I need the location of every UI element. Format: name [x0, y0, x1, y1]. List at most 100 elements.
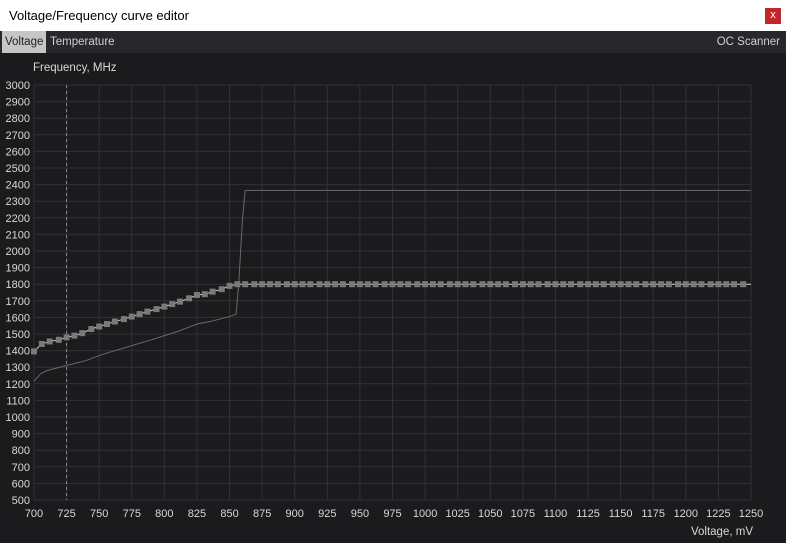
curve-point[interactable] — [266, 281, 273, 288]
curve-point[interactable] — [625, 281, 632, 288]
curve-point[interactable] — [740, 281, 747, 288]
curve-point[interactable] — [487, 281, 494, 288]
curve-point[interactable] — [577, 281, 584, 288]
curve-point[interactable] — [462, 281, 469, 288]
curve-point[interactable] — [585, 281, 592, 288]
curve-point[interactable] — [339, 281, 346, 288]
curve-point[interactable] — [364, 281, 371, 288]
curve-point[interactable] — [55, 336, 62, 343]
curve-point[interactable] — [397, 281, 404, 288]
curve-point[interactable] — [177, 298, 184, 305]
curve-point[interactable] — [674, 281, 681, 288]
curve-point[interactable] — [307, 281, 314, 288]
curve-point[interactable] — [153, 306, 160, 313]
curve-point[interactable] — [31, 348, 37, 355]
curve-point[interactable] — [96, 323, 103, 330]
curve-point[interactable] — [372, 281, 379, 288]
curve-point[interactable] — [731, 281, 738, 288]
curve-point[interactable] — [128, 313, 135, 320]
curve-point[interactable] — [349, 281, 356, 288]
curve-point[interactable] — [186, 295, 193, 302]
curve-point[interactable] — [552, 281, 559, 288]
curve-point[interactable] — [332, 281, 339, 288]
curve-point[interactable] — [38, 340, 45, 347]
curve-point[interactable] — [707, 281, 714, 288]
curve-point[interactable] — [251, 281, 258, 288]
curve-point[interactable] — [470, 281, 477, 288]
curve-point[interactable] — [682, 281, 689, 288]
curve-point[interactable] — [617, 281, 624, 288]
curve-point[interactable] — [437, 281, 444, 288]
curve-point[interactable] — [291, 281, 298, 288]
curve-point[interactable] — [633, 281, 640, 288]
tab-temperature[interactable]: Temperature — [50, 36, 115, 48]
curve-point[interactable] — [405, 281, 412, 288]
curve-point[interactable] — [274, 281, 281, 288]
curve-point[interactable] — [356, 281, 363, 288]
curve-point[interactable] — [454, 281, 461, 288]
close-button[interactable]: x — [765, 8, 781, 24]
curve-point[interactable] — [111, 318, 118, 325]
x-tick-label: 725 — [57, 508, 75, 520]
curve-point[interactable] — [104, 321, 111, 328]
curve-point[interactable] — [600, 281, 607, 288]
curve-point[interactable] — [414, 281, 421, 288]
curve-point[interactable] — [715, 281, 722, 288]
curve-point[interactable] — [218, 286, 225, 293]
tab-voltage[interactable]: Voltage — [2, 31, 47, 53]
curve-point[interactable] — [609, 281, 616, 288]
curve-point[interactable] — [259, 281, 266, 288]
vf-curve-chart[interactable]: 700 725 750 775 800 825 850 875 900 925 950 975 1000… — [0, 53, 786, 543]
curve-point[interactable] — [381, 281, 388, 288]
curve-point[interactable] — [568, 281, 575, 288]
curve-point[interactable] — [234, 281, 241, 288]
curve-point[interactable] — [446, 281, 453, 288]
curve-point[interactable] — [495, 281, 502, 288]
curve-point[interactable] — [46, 338, 53, 345]
curve-point[interactable] — [201, 291, 208, 298]
curve-point[interactable] — [209, 288, 216, 295]
curve-point[interactable] — [527, 281, 534, 288]
x-tick-label: 1075 — [511, 508, 535, 520]
curve-point[interactable] — [63, 334, 70, 341]
curve-point[interactable] — [658, 281, 665, 288]
curve-point[interactable] — [193, 291, 200, 298]
curve-point[interactable] — [299, 281, 306, 288]
curve-point[interactable] — [650, 281, 657, 288]
curve-point[interactable] — [422, 281, 429, 288]
curve-point[interactable] — [479, 281, 486, 288]
curve-point[interactable] — [665, 281, 672, 288]
curve-point[interactable] — [161, 303, 168, 310]
curve-point[interactable] — [723, 281, 730, 288]
curve-point[interactable] — [136, 311, 143, 318]
curve-point[interactable] — [502, 281, 509, 288]
curve-point[interactable] — [71, 332, 78, 339]
curve-point[interactable] — [592, 281, 599, 288]
curve-point[interactable] — [690, 281, 697, 288]
y-tick-label: 1800 — [6, 279, 30, 291]
y-tick-label: 2900 — [6, 97, 30, 109]
curve-point[interactable] — [226, 282, 233, 289]
curve-point[interactable] — [324, 281, 331, 288]
curve-point[interactable] — [389, 281, 396, 288]
curve-point[interactable] — [79, 330, 86, 337]
curve-point[interactable] — [144, 308, 151, 315]
y-tick-label: 1500 — [6, 329, 30, 341]
curve-point[interactable] — [535, 281, 542, 288]
curve-point[interactable] — [429, 281, 436, 288]
curve-point[interactable] — [242, 281, 249, 288]
curve-point[interactable] — [512, 281, 519, 288]
curve-point[interactable] — [560, 281, 567, 288]
curve-point[interactable] — [642, 281, 649, 288]
curve-point[interactable] — [283, 281, 290, 288]
oc-scanner-button[interactable]: OC Scanner — [716, 36, 780, 48]
curve-point[interactable] — [169, 301, 176, 308]
x-tick-label: 950 — [351, 508, 369, 520]
curve-point[interactable] — [698, 281, 705, 288]
x-tick-label: 1250 — [739, 508, 763, 520]
curve-point[interactable] — [120, 316, 127, 323]
curve-point[interactable] — [544, 281, 551, 288]
curve-point[interactable] — [316, 281, 323, 288]
curve-point[interactable] — [519, 281, 526, 288]
curve-point[interactable] — [88, 326, 95, 333]
